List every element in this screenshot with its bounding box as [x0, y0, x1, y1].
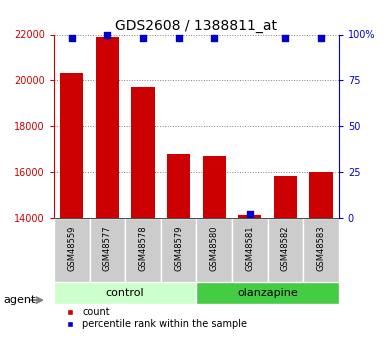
Bar — [167, 154, 190, 218]
Text: GSM48559: GSM48559 — [67, 225, 76, 271]
Legend: count, percentile rank within the sample: count, percentile rank within the sample — [56, 303, 251, 333]
Text: agent: agent — [4, 295, 36, 305]
Point — [247, 211, 253, 217]
Text: control: control — [106, 288, 144, 298]
Bar — [54, 282, 196, 304]
Text: GSM48581: GSM48581 — [245, 225, 254, 271]
Text: GSM48578: GSM48578 — [139, 225, 147, 271]
Text: GSM48579: GSM48579 — [174, 225, 183, 271]
Bar — [238, 215, 261, 218]
Bar — [196, 218, 232, 282]
Bar — [60, 73, 83, 218]
Point — [69, 36, 75, 41]
Point — [282, 36, 288, 41]
Bar — [125, 218, 161, 282]
Text: GSM48582: GSM48582 — [281, 225, 290, 271]
Bar — [232, 218, 268, 282]
Bar — [274, 176, 297, 218]
Bar — [203, 156, 226, 218]
Title: GDS2608 / 1388811_at: GDS2608 / 1388811_at — [116, 19, 277, 33]
Bar — [196, 282, 339, 304]
Point — [140, 36, 146, 41]
Bar — [54, 218, 90, 282]
Bar — [131, 87, 154, 218]
Text: GSM48583: GSM48583 — [316, 225, 325, 271]
Bar — [161, 218, 196, 282]
Point — [211, 36, 217, 41]
Text: olanzapine: olanzapine — [237, 288, 298, 298]
Bar — [90, 218, 125, 282]
Point — [176, 36, 182, 41]
Bar — [303, 218, 339, 282]
Point — [318, 36, 324, 41]
Bar — [310, 172, 333, 218]
Text: GSM48580: GSM48580 — [210, 225, 219, 271]
Text: GSM48577: GSM48577 — [103, 225, 112, 271]
Bar — [96, 37, 119, 218]
Bar — [268, 218, 303, 282]
Point — [104, 32, 110, 37]
